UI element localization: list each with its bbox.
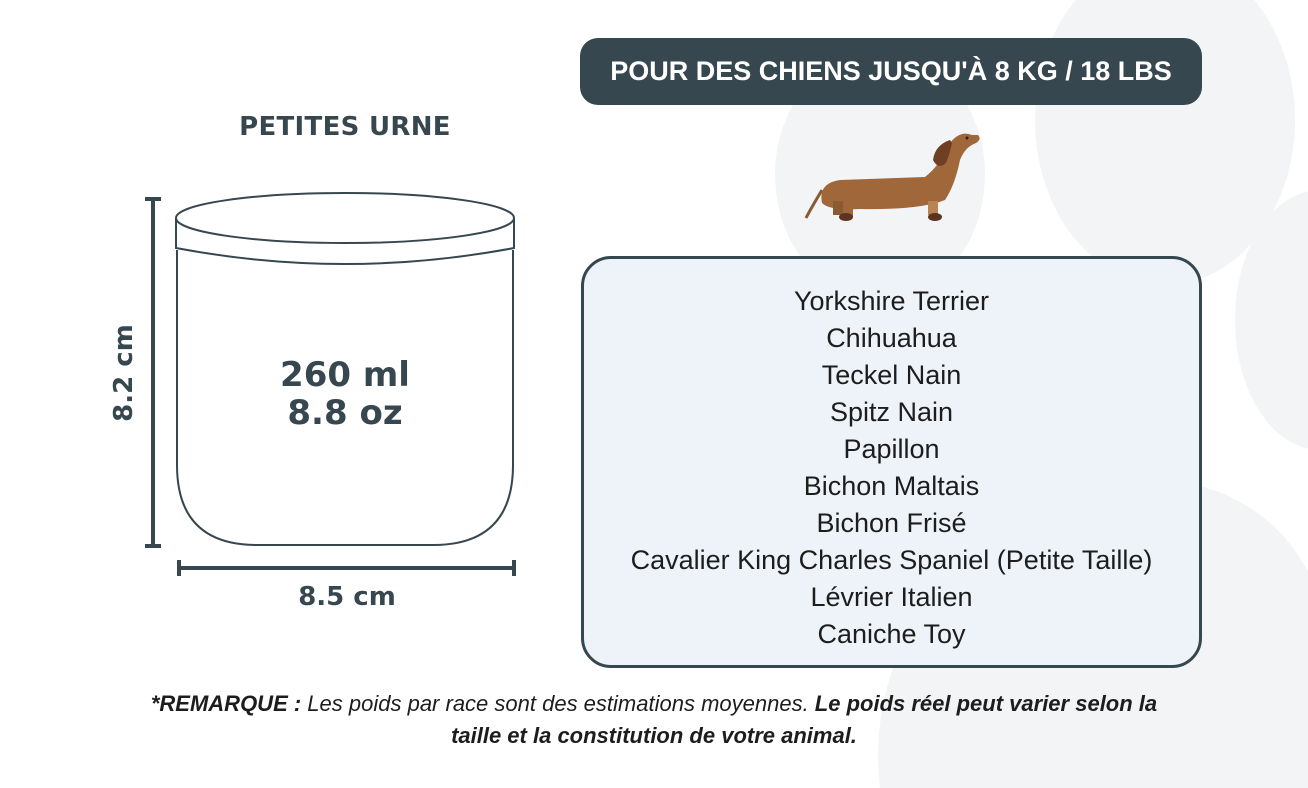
breed-item: Bichon Maltais bbox=[803, 471, 980, 501]
breed-item: Cavalier King Charles Spaniel (Petite Ta… bbox=[630, 545, 1153, 575]
breed-item: Teckel Nain bbox=[821, 360, 962, 390]
urn-volume: 260 ml 8.8 oz bbox=[195, 356, 495, 432]
note-emphasis: Le poids réel peut varier selon la taill… bbox=[451, 691, 1158, 748]
breed-list: Yorkshire Terrier Chihuahua Teckel Nain … bbox=[584, 259, 1199, 653]
breed-item: Lévrier Italien bbox=[810, 582, 973, 612]
remark-note: *REMARQUE : Les poids par race sont des … bbox=[150, 688, 1158, 752]
note-label: *REMARQUE : bbox=[150, 691, 302, 716]
height-dimension-line bbox=[145, 197, 161, 548]
breed-item: Papillon bbox=[843, 434, 940, 464]
urn-lid-top bbox=[175, 192, 515, 244]
volume-ml: 260 ml bbox=[280, 355, 410, 395]
weight-banner: POUR DES CHIENS JUSQU'À 8 KG / 18 LBS bbox=[580, 38, 1202, 105]
width-label: 8.5 cm bbox=[298, 582, 396, 612]
breed-item: Spitz Nain bbox=[829, 397, 954, 427]
note-text: Les poids par race sont des estimations … bbox=[301, 691, 815, 716]
breed-item: Caniche Toy bbox=[817, 619, 966, 649]
breed-list-box: Yorkshire Terrier Chihuahua Teckel Nain … bbox=[581, 256, 1202, 668]
volume-oz: 8.8 oz bbox=[287, 393, 403, 433]
urn-body bbox=[176, 250, 514, 546]
breed-item: Chihuahua bbox=[826, 323, 957, 353]
breed-item: Bichon Frisé bbox=[816, 508, 967, 538]
urn-diagram bbox=[145, 192, 516, 576]
height-label: 8.2 cm bbox=[109, 324, 139, 422]
width-dimension-line bbox=[177, 560, 516, 576]
dachshund-icon bbox=[804, 133, 980, 221]
breed-item: Yorkshire Terrier bbox=[793, 286, 990, 316]
product-title: PETITES URNE bbox=[239, 112, 451, 142]
